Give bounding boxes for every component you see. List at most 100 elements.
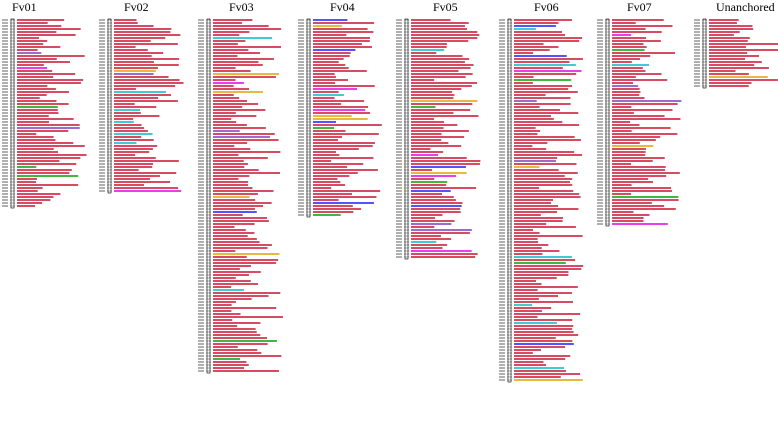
marker-label: [313, 160, 332, 162]
marker-label: [411, 196, 454, 198]
marker-label: [213, 196, 250, 198]
position-label: [499, 151, 505, 153]
position-label: [99, 76, 105, 78]
marker-label: [709, 64, 755, 66]
position-label: [597, 82, 603, 84]
marker-label: [709, 19, 739, 21]
marker-label: [411, 106, 436, 108]
marker-label: [612, 58, 641, 60]
position-label: [694, 31, 700, 33]
position-label: [694, 28, 700, 30]
marker-label: [411, 109, 471, 111]
position-label: [198, 289, 204, 291]
position-label: [499, 358, 505, 360]
position-label: [499, 331, 505, 333]
marker-label: [411, 229, 472, 231]
marker-label: [514, 19, 572, 21]
marker-label: [612, 220, 644, 222]
marker-label: [213, 46, 282, 48]
marker-label: [213, 289, 244, 291]
marker-label: [514, 91, 578, 93]
position-label: [396, 187, 402, 189]
position-label: [499, 256, 505, 258]
marker-label: [213, 157, 268, 159]
marker-label: [411, 94, 455, 96]
position-label: [597, 169, 603, 171]
position-label: [298, 214, 304, 216]
position-label: [499, 295, 505, 297]
position-label: [2, 205, 8, 207]
marker-label: [114, 142, 137, 144]
marker-label: [709, 22, 737, 24]
position-label: [198, 244, 204, 246]
position-label: [198, 85, 204, 87]
position-label: [298, 115, 304, 117]
marker-label: [612, 61, 632, 63]
marker-label: [313, 19, 348, 21]
position-label: [694, 61, 700, 63]
position-label: [298, 94, 304, 96]
position-label: [198, 328, 204, 330]
position-label: [198, 232, 204, 234]
position-label: [198, 358, 204, 360]
position-label: [99, 61, 105, 63]
marker-label: [17, 160, 60, 162]
position-label: [396, 205, 402, 207]
marker-label: [213, 112, 236, 114]
marker-label: [514, 178, 573, 180]
position-label: [2, 70, 8, 72]
position-label: [396, 106, 402, 108]
position-label: [298, 97, 304, 99]
position-label: [499, 43, 505, 45]
chromosome-bar: [702, 18, 707, 89]
position-label: [597, 127, 603, 129]
position-label: [396, 184, 402, 186]
position-label: [298, 67, 304, 69]
position-label: [499, 319, 505, 321]
position-label: [2, 43, 8, 45]
position-label: [298, 157, 304, 159]
marker-label: [17, 67, 48, 69]
marker-label: [17, 121, 50, 123]
position-label: [2, 28, 8, 30]
position-label: [198, 217, 204, 219]
marker-label: [313, 70, 367, 72]
marker-label: [709, 34, 734, 36]
position-label: [499, 49, 505, 51]
marker-label: [114, 166, 153, 168]
marker-label: [114, 145, 158, 147]
marker-label: [709, 40, 748, 42]
marker-label: [709, 70, 736, 72]
marker-label: [213, 145, 235, 147]
position-label: [2, 37, 8, 39]
position-label: [499, 148, 505, 150]
position-label: [198, 250, 204, 252]
marker-label: [17, 37, 39, 39]
marker-label: [313, 190, 381, 192]
marker-label: [114, 58, 180, 60]
position-label: [198, 124, 204, 126]
marker-label: [114, 73, 154, 75]
position-label: [198, 196, 204, 198]
marker-label: [411, 190, 451, 192]
marker-label: [612, 67, 643, 69]
marker-label: [612, 97, 645, 99]
marker-label: [114, 46, 136, 48]
position-label: [298, 76, 304, 78]
marker-label: [17, 205, 36, 207]
position-label: [597, 160, 603, 162]
position-label: [198, 190, 204, 192]
marker-label: [17, 115, 49, 117]
position-label: [597, 211, 603, 213]
position-label: [2, 64, 8, 66]
marker-label: [411, 121, 445, 123]
marker-label: [17, 184, 79, 186]
marker-label: [17, 130, 69, 132]
position-label: [198, 172, 204, 174]
position-label: [499, 226, 505, 228]
position-label: [298, 202, 304, 204]
marker-label: [313, 109, 366, 111]
marker-label: [213, 286, 232, 288]
marker-label: [313, 163, 364, 165]
position-label: [198, 304, 204, 306]
